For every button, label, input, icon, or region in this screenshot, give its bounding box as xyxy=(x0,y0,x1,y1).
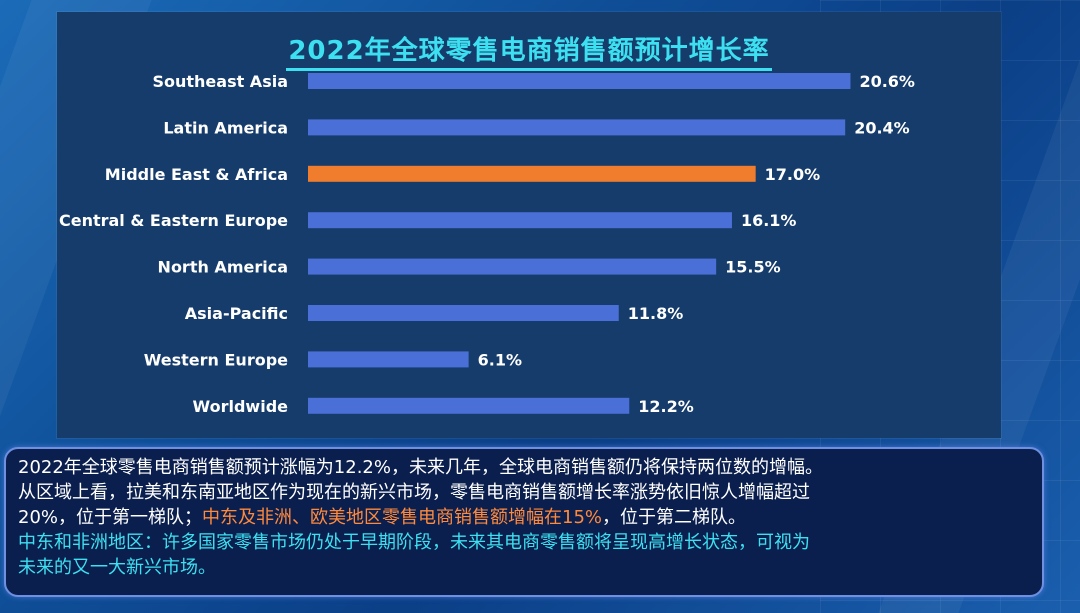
chart-title: 2022年全球零售电商销售额预计增长率 xyxy=(57,30,1001,71)
bar xyxy=(308,212,732,229)
value-label: 16.1% xyxy=(741,211,797,230)
value-label: 17.0% xyxy=(765,165,821,184)
summary-textbox: 2022年全球零售电商销售额预计涨幅为12.2%，未来几年，全球电商销售额仍将保… xyxy=(4,447,1044,597)
category-label: Latin America xyxy=(163,118,288,137)
bar xyxy=(308,305,619,321)
category-label: Western Europe xyxy=(144,350,288,369)
summary-line: 2022年全球零售电商销售额预计涨幅为12.2%，未来几年，全球电商销售额仍将保… xyxy=(18,457,823,478)
value-label: 20.6% xyxy=(859,72,915,91)
category-label: Asia-Pacific xyxy=(185,304,288,323)
value-label: 11.8% xyxy=(628,304,684,323)
value-label: 12.2% xyxy=(638,397,694,416)
bar xyxy=(308,165,756,182)
bar-chart: Southeast Asia 20.6% Latin America 20.4% Mid… xyxy=(59,72,915,416)
category-label: Southeast Asia xyxy=(152,72,288,91)
summary-line: 中东和非洲地区：许多国家零售市场仍处于早期阶段，未来其电商零售额将呈现高增长状态… xyxy=(18,532,810,553)
value-label: 15.5% xyxy=(725,258,781,277)
bar xyxy=(308,73,851,89)
bar xyxy=(308,351,469,368)
value-label: 6.1% xyxy=(478,350,522,369)
value-label: 20.4% xyxy=(854,118,910,137)
category-label: Central & Eastern Europe xyxy=(59,211,288,230)
summary-line: 未来的又一大新兴市场。 xyxy=(18,557,216,578)
summary-line: 20%，位于第一梯队；中东及非洲、欧美地区零售电商销售额增幅在15%，位于第二梯… xyxy=(18,507,747,528)
category-label: Worldwide xyxy=(193,397,289,416)
bar xyxy=(308,258,717,275)
highlight-text: 中东及非洲、欧美地区零售电商销售额增幅在15% xyxy=(202,507,603,528)
category-label: North America xyxy=(158,258,288,277)
chart-panel: 2022年全球零售电商销售额预计增长率 Southeast Asia 20.6% L… xyxy=(57,12,1001,438)
bar xyxy=(308,397,630,414)
bar xyxy=(308,119,846,136)
summary-line: 从区域上看，拉美和东南亚地区作为现在的新兴市场，零售电商销售额增长率涨势依旧惊人… xyxy=(18,482,810,503)
category-label: Middle East & Africa xyxy=(105,165,288,184)
